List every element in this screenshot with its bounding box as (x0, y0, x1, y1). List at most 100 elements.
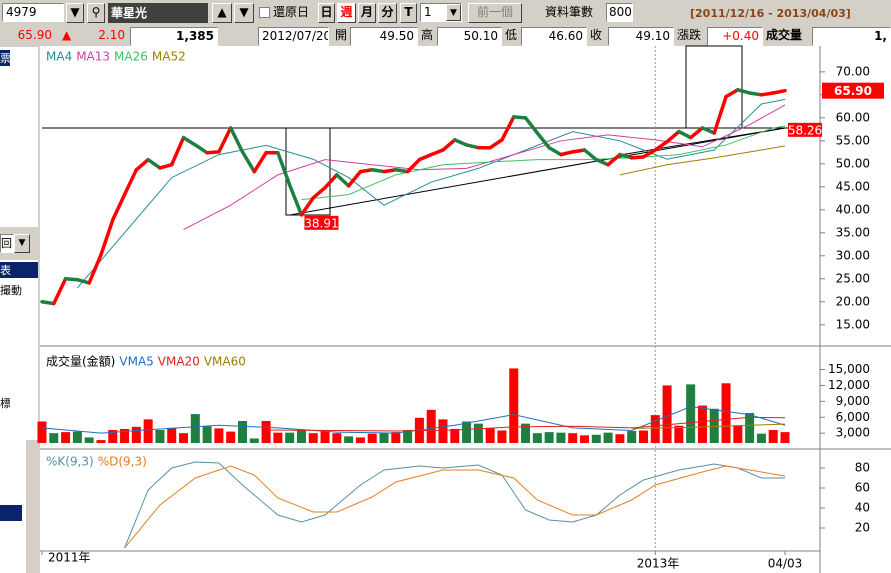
volume-bar (332, 433, 342, 443)
diff: +0.40 (707, 27, 763, 46)
restore-checkbox[interactable] (259, 7, 270, 18)
last-price: 65.90 (17, 28, 52, 42)
volume-bar (320, 430, 330, 443)
y-tick-label: 80 (855, 461, 870, 475)
y-tick-label: 3,000 (836, 426, 870, 440)
high: 50.10 (437, 27, 502, 46)
price-segment (688, 126, 705, 140)
y-tick-label: 12,000 (828, 378, 870, 392)
volume-bar (638, 430, 648, 443)
price-segment (677, 129, 693, 140)
low: 46.60 (521, 27, 587, 46)
volume-bar (603, 432, 613, 443)
price-segment (217, 126, 233, 154)
price-segment (771, 88, 787, 95)
period-button[interactable]: 月 (358, 3, 376, 23)
indicator-line (77, 98, 786, 289)
price-segment (323, 173, 339, 190)
volume-bar (190, 414, 200, 443)
volume-bar (473, 423, 483, 443)
price-segment (193, 143, 209, 155)
price-segment (134, 157, 150, 172)
dropdown-button[interactable]: ▼ (66, 3, 84, 23)
volume-bar (697, 405, 707, 443)
period-button[interactable]: 分 (378, 3, 397, 23)
price-segment (535, 131, 551, 150)
volume-bar (556, 432, 566, 443)
close: 49.10 (608, 27, 674, 46)
volume-bar (674, 425, 684, 443)
prev-button[interactable]: 前一個 (468, 3, 522, 23)
price-tag (788, 122, 822, 137)
price-segment (382, 168, 398, 174)
indicator-line (266, 416, 786, 432)
price-segment (594, 157, 610, 167)
quote-date: 2012/07/20 (258, 27, 329, 46)
volume-bar (261, 420, 271, 443)
records-input[interactable]: 800 (606, 3, 633, 22)
legend-label: MA13 (76, 50, 110, 64)
price-segment (511, 115, 528, 120)
price-tag (304, 215, 339, 230)
y-tick-label: 15.00 (836, 317, 870, 331)
price-segment (169, 135, 186, 167)
volume-bar (214, 428, 224, 443)
price-segment (40, 300, 56, 306)
volume-bar (721, 383, 731, 443)
volume-bar (143, 419, 153, 443)
price-segment (618, 152, 634, 160)
code-input[interactable]: 4979 (2, 3, 64, 22)
vol-label: 成交量 (766, 28, 803, 42)
price-segment (441, 138, 457, 152)
period-button[interactable]: 日 (318, 3, 335, 23)
volume-bar (49, 433, 59, 443)
period-button[interactable]: 週 (337, 3, 356, 23)
price-segment (146, 157, 162, 170)
y-tick-label: 35.00 (836, 225, 870, 239)
sidebar-item: 票 (0, 50, 10, 66)
volume-bar (120, 428, 130, 443)
volume-bar (780, 432, 790, 443)
volume-total: 1,385 (130, 27, 218, 46)
price-segment (417, 152, 433, 162)
volume-bar (497, 430, 507, 443)
indicator-line (619, 145, 786, 176)
volume-bar (733, 425, 743, 443)
price-segment (205, 150, 221, 155)
y-tick-label: 65.00 (836, 87, 870, 101)
volume-bar (355, 437, 365, 443)
indicator-line (41, 406, 786, 434)
low-label: 低 (505, 28, 518, 42)
volume-bar (237, 420, 247, 443)
price-segment (500, 115, 516, 142)
volume-bar (37, 421, 47, 443)
legend-label: MA4 (46, 50, 72, 64)
price-segment (464, 143, 481, 150)
price-segment (547, 145, 563, 157)
price-segment (299, 196, 316, 217)
volume-bar (591, 434, 601, 443)
price-segment (629, 155, 646, 160)
volume-bar (450, 428, 460, 443)
down-button[interactable]: ▼ (234, 3, 254, 23)
search-button[interactable]: ⚲ (87, 3, 105, 23)
volume-bar (179, 433, 189, 443)
y-tick-label: 20 (855, 521, 870, 535)
box-annotation (685, 45, 743, 129)
period-button[interactable]: T (400, 3, 417, 23)
select-arrow[interactable]: ▼ (446, 4, 461, 21)
price-segment (63, 277, 80, 282)
y-tick-label: 50.00 (836, 156, 870, 170)
price-segment (641, 148, 658, 159)
sidebar-item: 標 (0, 397, 10, 410)
price-segment (111, 192, 127, 222)
close-label: 收 (590, 28, 603, 42)
up-button[interactable]: ▲ (212, 3, 232, 23)
volume-bar (485, 428, 495, 443)
price-segment (665, 129, 681, 144)
volume-bar (544, 432, 554, 443)
price-segment (653, 139, 669, 152)
sidebar-select-arrow[interactable]: ▼ (14, 234, 30, 253)
y-tick-label: 45.00 (836, 179, 870, 193)
sidebar-select[interactable]: 回 (0, 234, 14, 253)
